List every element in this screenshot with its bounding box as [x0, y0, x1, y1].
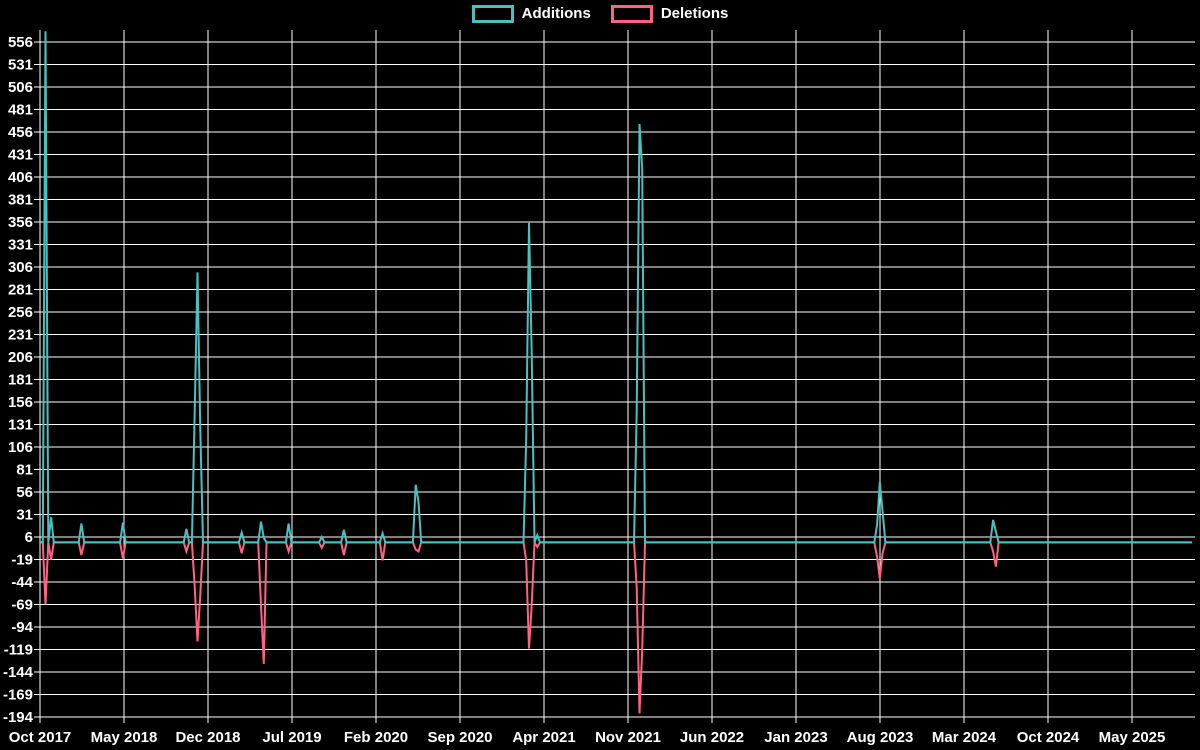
y-tick-label: 81 — [16, 462, 33, 479]
y-tick-label: 256 — [8, 304, 33, 321]
x-tick-label: Jul 2019 — [262, 729, 321, 746]
y-tick-label: -144 — [3, 664, 34, 681]
y-tick-label: 6 — [25, 529, 33, 546]
y-tick-label: -69 — [11, 597, 33, 614]
legend-label-additions: Additions — [521, 5, 591, 22]
x-tick-label: Mar 2024 — [932, 729, 997, 746]
series-line-deletions[interactable] — [40, 539, 1192, 714]
y-tick-label: 506 — [8, 79, 33, 96]
y-tick-label: 106 — [8, 439, 33, 456]
series-line-additions[interactable] — [40, 31, 1192, 544]
x-tick-label: Nov 2021 — [595, 729, 661, 746]
x-tick-label: May 2025 — [1099, 729, 1166, 746]
y-tick-label: 206 — [8, 349, 33, 366]
x-tick-label: Dec 2018 — [175, 729, 240, 746]
y-tick-label: 331 — [8, 237, 33, 254]
y-tick-label: 356 — [8, 214, 33, 231]
x-tick-label: Oct 2017 — [9, 729, 72, 746]
y-tick-label: -44 — [11, 574, 33, 591]
legend-item-deletions[interactable]: Deletions — [610, 5, 729, 23]
y-tick-label: 231 — [8, 327, 33, 344]
x-tick-label: Apr 2021 — [512, 729, 575, 746]
y-tick-label: -94 — [11, 619, 33, 636]
y-tick-label: 531 — [8, 57, 33, 74]
legend-label-deletions: Deletions — [660, 5, 729, 22]
y-tick-label: -119 — [4, 642, 33, 659]
x-tick-label: Oct 2024 — [1017, 729, 1080, 746]
y-tick-label: 381 — [8, 192, 33, 209]
x-tick-label: Sep 2020 — [427, 729, 492, 746]
y-tick-label: -19 — [11, 552, 33, 569]
x-tick-label: May 2018 — [91, 729, 158, 746]
y-tick-label: 406 — [8, 169, 33, 186]
y-tick-label: -194 — [3, 709, 34, 726]
y-tick-label: 481 — [8, 102, 33, 119]
y-tick-label: -169 — [3, 687, 33, 704]
y-tick-label: 156 — [8, 394, 33, 411]
y-tick-label: 131 — [8, 417, 33, 434]
chart-legend: Additions Deletions — [0, 5, 1200, 23]
y-tick-label: 306 — [8, 259, 33, 276]
y-tick-label: 31 — [16, 507, 33, 524]
y-tick-label: 431 — [8, 147, 33, 164]
x-tick-label: Jun 2022 — [680, 729, 744, 746]
x-tick-label: Jan 2023 — [764, 729, 827, 746]
y-tick-label: 556 — [8, 34, 33, 51]
y-tick-label: 281 — [8, 282, 33, 299]
y-tick-label: 56 — [16, 484, 33, 501]
deletions-swatch-icon — [610, 5, 653, 23]
legend-item-additions[interactable]: Additions — [471, 5, 591, 23]
y-tick-label: 181 — [8, 372, 33, 389]
additions-swatch-icon — [471, 5, 514, 23]
x-tick-label: Feb 2020 — [344, 729, 408, 746]
y-tick-label: 456 — [8, 124, 33, 141]
x-tick-label: Aug 2023 — [847, 729, 914, 746]
